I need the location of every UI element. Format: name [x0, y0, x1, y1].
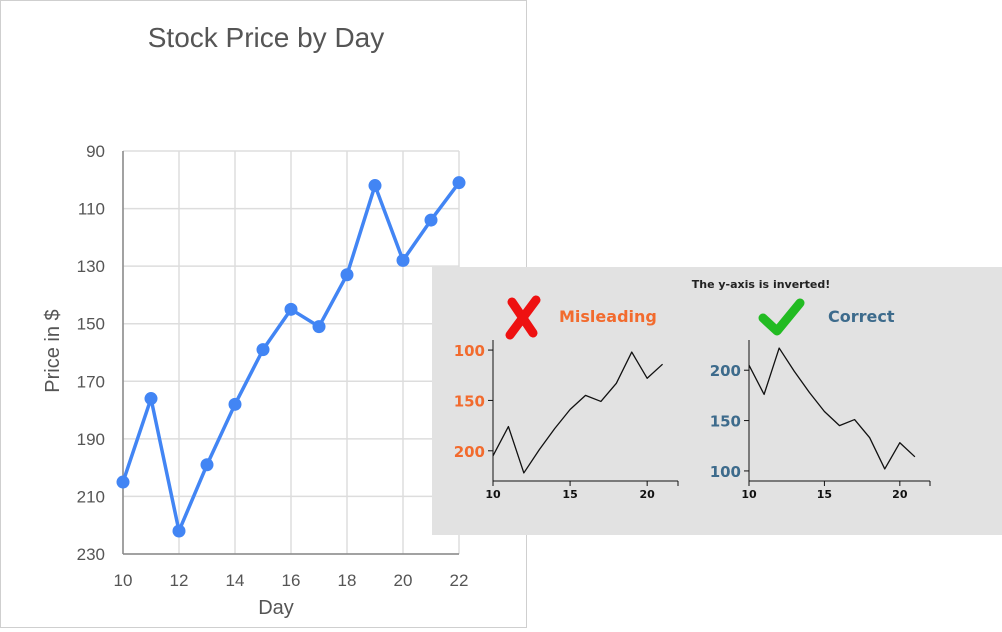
data-point: [172, 524, 186, 538]
red-x-icon: [505, 295, 541, 340]
x-tick-label: 22: [450, 571, 469, 590]
mini-series-line: [748, 347, 916, 470]
data-point: [228, 397, 242, 411]
data-point: [284, 302, 298, 316]
correct-label: Correct: [828, 307, 895, 326]
x-tick-label: 18: [338, 571, 357, 590]
x-tick-label: 12: [170, 571, 189, 590]
chart-title: Stock Price by Day: [148, 22, 385, 53]
y-axis-label: Price in $: [42, 309, 64, 392]
data-point: [116, 475, 130, 489]
inset-caption: The y-axis is inverted!: [692, 278, 830, 291]
correct-chart: 100 150 200 10 15 20: [710, 340, 931, 501]
y-tick-label: 170: [77, 372, 105, 391]
data-point: [452, 176, 466, 190]
comparison-inset: The y-axis is inverted! Misleading Corre…: [432, 267, 1002, 535]
mini-x-tick-label: 20: [640, 488, 656, 501]
data-point: [200, 458, 214, 472]
mini-y-tick-label: 150: [454, 392, 485, 410]
y-tick-label: 150: [77, 315, 105, 334]
x-tick-label: 10: [114, 571, 133, 590]
y-tick-label: 190: [77, 430, 105, 449]
y-tick-label: 90: [86, 142, 105, 161]
mini-y-tick-label: 200: [454, 443, 485, 461]
green-check-icon: [758, 298, 805, 336]
y-tick-labels: 90 110 130 150 170 190 210 230: [77, 142, 105, 564]
data-point: [424, 213, 438, 227]
y-tick-label: 110: [78, 200, 105, 219]
mini-x-tick-label: 10: [741, 488, 757, 501]
data-point: [144, 392, 158, 406]
price-series: [116, 176, 466, 538]
data-point: [340, 268, 354, 282]
mini-series-line: [492, 351, 664, 474]
x-tick-label: 16: [282, 571, 301, 590]
x-axis-label: Day: [258, 597, 294, 619]
mini-y-tick-label: 200: [710, 362, 741, 380]
y-tick-label: 230: [77, 545, 105, 564]
mini-x-tick-label: 20: [892, 488, 908, 501]
comparison-charts: The y-axis is inverted! Misleading Corre…: [454, 278, 931, 501]
x-tick-label: 20: [394, 571, 413, 590]
mini-y-tick-label: 150: [710, 413, 741, 431]
misleading-chart: 100 150 200 10 15 20: [454, 340, 679, 501]
misleading-label: Misleading: [559, 307, 657, 326]
x-tick-label: 14: [226, 571, 245, 590]
y-tick-label: 130: [77, 257, 105, 276]
mini-x-tick-label: 10: [485, 488, 501, 501]
grid-lines: [122, 150, 460, 555]
mini-y-tick-label: 100: [710, 463, 741, 481]
data-point: [312, 320, 326, 334]
mini-x-tick-label: 15: [817, 488, 832, 501]
data-point: [368, 179, 382, 193]
mini-y-tick-label: 100: [454, 342, 485, 360]
y-tick-label: 210: [77, 487, 105, 506]
data-point: [256, 343, 270, 357]
mini-x-tick-label: 15: [562, 488, 577, 501]
data-point: [396, 253, 410, 267]
x-tick-labels: 10 12 14 16 18 20 22: [114, 571, 469, 590]
